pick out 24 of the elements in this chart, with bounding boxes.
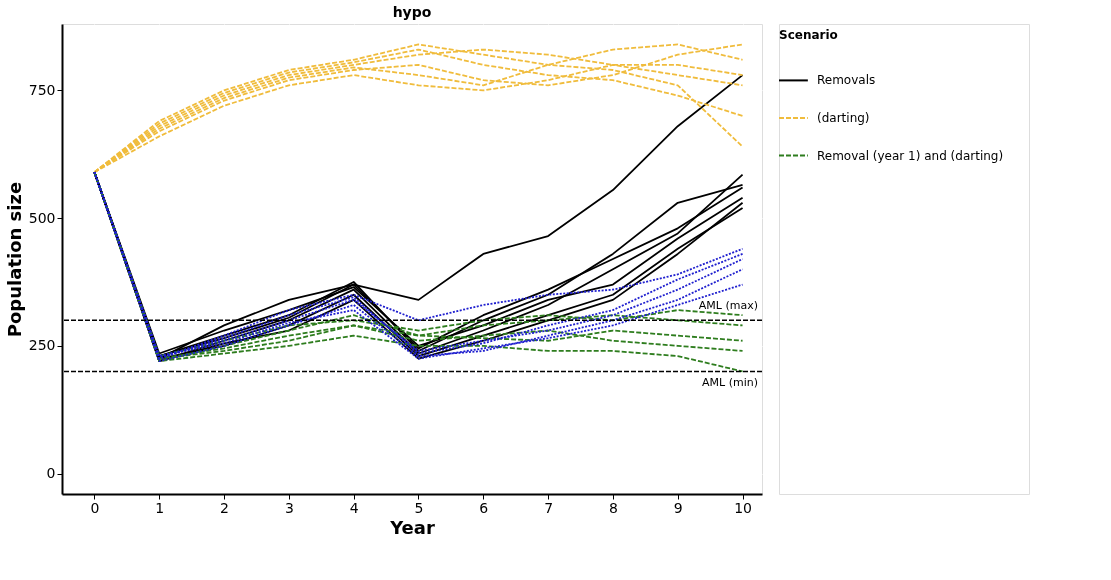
y-tick-label: 500 xyxy=(28,209,56,226)
x-tick-label: 6 xyxy=(479,499,489,516)
y-axis-title: Population size xyxy=(3,181,25,338)
x-tick-label: 0 xyxy=(90,499,100,516)
legend-label: (darting) xyxy=(817,111,870,125)
y-tick-label: 0 xyxy=(46,465,56,482)
y-tick-label: 750 xyxy=(28,81,56,98)
x-tick-label: 10 xyxy=(734,499,752,516)
x-axis-title: Year xyxy=(389,516,435,538)
x-tick-label: 3 xyxy=(284,499,294,516)
legend-label: Removals xyxy=(817,73,876,88)
x-tick-label: 5 xyxy=(414,499,424,516)
x-tick-label: 9 xyxy=(673,499,683,516)
x-tick-label: 7 xyxy=(544,499,554,516)
legend-label: Removal (year 1) and (darting) xyxy=(817,148,1004,163)
x-tick-label: 1 xyxy=(155,499,165,516)
x-tick-label: 4 xyxy=(349,499,359,516)
ref-line-label: AML (max) xyxy=(698,299,758,313)
legend-title: Scenario xyxy=(779,28,838,43)
x-tick-label: 2 xyxy=(220,499,229,516)
x-tick-label: 8 xyxy=(608,499,618,516)
ref-line-label: AML (min) xyxy=(702,376,758,390)
y-tick-label: 250 xyxy=(28,337,56,354)
chart-title: hypo xyxy=(392,4,432,20)
